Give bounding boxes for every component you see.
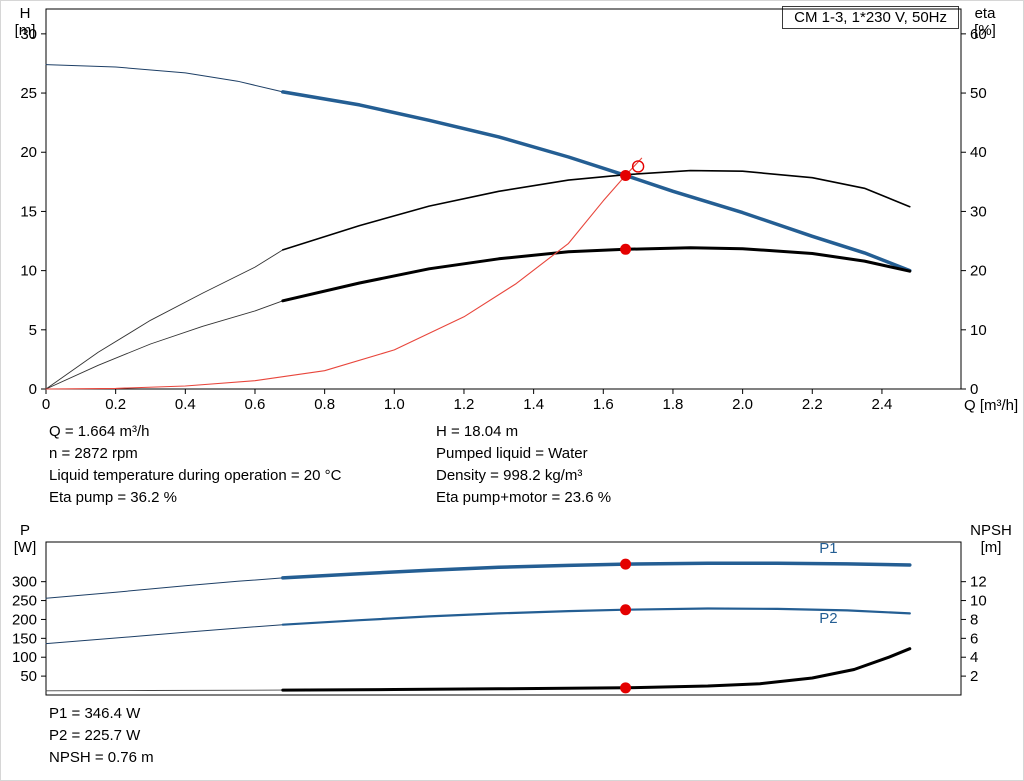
npsh-axis-unit: [m] (980, 539, 1002, 556)
info-eta-pump-motor: Eta pump+motor = 23.6 % (436, 489, 612, 506)
y-right-tick-label: 0 (970, 381, 978, 398)
p-axis-symbol: P (19, 522, 30, 539)
x-tick-label: 2.0 (732, 396, 753, 413)
y-left-tick-label: 10 (20, 263, 37, 280)
q-axis-label: Q [m³/h] (964, 397, 1019, 414)
hq-curve-ext (45, 64, 284, 93)
x-tick-label: 1.2 (454, 396, 475, 413)
duty-info-left: Q = 1.664 m³/h n = 2872 rpm Liquid tempe… (49, 421, 341, 509)
y-right-tick-label: 10 (970, 322, 987, 339)
x-tick-label: 1.6 (593, 396, 614, 413)
y-left-tick-label: 100 (12, 649, 37, 666)
y-left-tick-label: 30 (20, 26, 37, 43)
p2-curve-ext (45, 624, 284, 645)
info-speed: n = 2872 rpm (49, 445, 138, 462)
y-right-tick-label: 2 (970, 668, 978, 685)
npsh-axis-label: NPSH [m] (961, 522, 1021, 556)
info-flow: Q = 1.664 m³/h (49, 423, 150, 440)
y-left-tick-label: 200 (12, 611, 37, 628)
y-right-tick-label: 20 (970, 263, 987, 280)
p1-curve-ext (45, 577, 284, 599)
p-axis-unit: [W] (13, 539, 37, 556)
y-left-tick-label: 150 (12, 630, 37, 647)
npsh-curve-ext (45, 689, 284, 692)
x-tick-label: 2.4 (872, 396, 893, 413)
x-tick-label: 0.4 (175, 396, 196, 413)
npsh-axis-symbol: NPSH (970, 522, 1012, 539)
eta-pump-motor-curve-ext (45, 300, 284, 390)
x-tick-label: 0 (42, 396, 50, 413)
y-right-tick-label: 12 (970, 574, 987, 591)
y-left-tick-label: 0 (29, 381, 37, 398)
duty-point-p2 (620, 604, 632, 616)
eta-axis-unit: [%] (974, 22, 996, 39)
info-eta-pump: Eta pump = 36.2 % (49, 489, 177, 506)
hq-eta-chart: 0 5 10 15 20 25 30 0 10 20 30 40 50 60 0 0.2 0.4 0.6 0.8 1.… (20, 8, 987, 413)
y-left-tick-label: 250 (12, 593, 37, 610)
x-tick-label: 0.6 (245, 396, 266, 413)
duty-point-h (620, 169, 632, 181)
h-axis-label: H [m] (7, 5, 43, 39)
y-right-tick-label: 30 (970, 203, 987, 220)
info-pumped-liquid: Pumped liquid = Water (436, 445, 588, 462)
y-left-tick-label: 50 (20, 668, 37, 685)
y-left-tick-label: 300 (12, 574, 37, 591)
plot-border (45, 8, 962, 390)
power-info: P1 = 346.4 W P2 = 225.7 W NPSH = 0.76 m (49, 703, 154, 769)
pump-model-box: CM 1-3, 1*230 V, 50Hz (782, 6, 959, 29)
p-axis-label: P [W] (7, 522, 43, 556)
p1-label: P1 (819, 540, 837, 557)
plot-border (45, 541, 962, 696)
system-curve (45, 157, 643, 390)
info-head: H = 18.04 m (436, 423, 519, 440)
y-left-tick-label: 25 (20, 85, 37, 102)
y-right-tick-label: 50 (970, 85, 987, 102)
x-tick-label: 1.0 (384, 396, 405, 413)
duty-point-npsh (620, 682, 632, 694)
y-right-tick-label: 4 (970, 649, 978, 666)
npsh-curve (281, 647, 912, 692)
x-tick-label: 1.8 (663, 396, 684, 413)
y-left-tick-label: 15 (20, 203, 37, 220)
eta-pump-curve-ext (45, 249, 284, 390)
requested-duty-point (631, 160, 645, 173)
x-tick-label: 0.2 (105, 396, 126, 413)
duty-info-right: H = 18.04 m Pumped liquid = Water Densit… (436, 421, 611, 509)
info-npsh: NPSH = 0.76 m (49, 749, 154, 766)
y-right-tick-label: 8 (970, 611, 978, 628)
eta-axis-label: eta [%] (965, 5, 1005, 39)
y-left-tick-label: 20 (20, 144, 37, 161)
y-left-tick-label: 5 (29, 322, 37, 339)
h-axis-symbol: H (19, 5, 31, 22)
duty-point-p1 (620, 558, 632, 570)
y-right-tick-label: 10 (970, 593, 987, 610)
y-right-tick-label: 6 (970, 630, 978, 647)
eta-pump-motor-curve (281, 246, 912, 303)
y-right-tick-label: 60 (970, 26, 987, 43)
info-p1: P1 = 346.4 W (49, 705, 141, 722)
p1-curve (281, 561, 912, 580)
x-tick-label: 1.4 (523, 396, 544, 413)
info-density: Density = 998.2 kg/m³ (436, 467, 583, 484)
duty-point-eta-motor (620, 243, 632, 255)
y-right-tick-label: 40 (970, 144, 987, 161)
h-axis-unit: [m] (14, 22, 36, 39)
info-p2: P2 = 225.7 W (49, 727, 141, 744)
x-tick-label: 0.8 (314, 396, 335, 413)
eta-axis-symbol: eta (974, 5, 996, 22)
hq-curve (281, 90, 912, 273)
p2-curve (281, 607, 911, 626)
info-liquid-temp: Liquid temperature during operation = 20… (49, 467, 342, 484)
x-tick-label: 2.2 (802, 396, 823, 413)
p2-label: P2 (819, 610, 837, 627)
